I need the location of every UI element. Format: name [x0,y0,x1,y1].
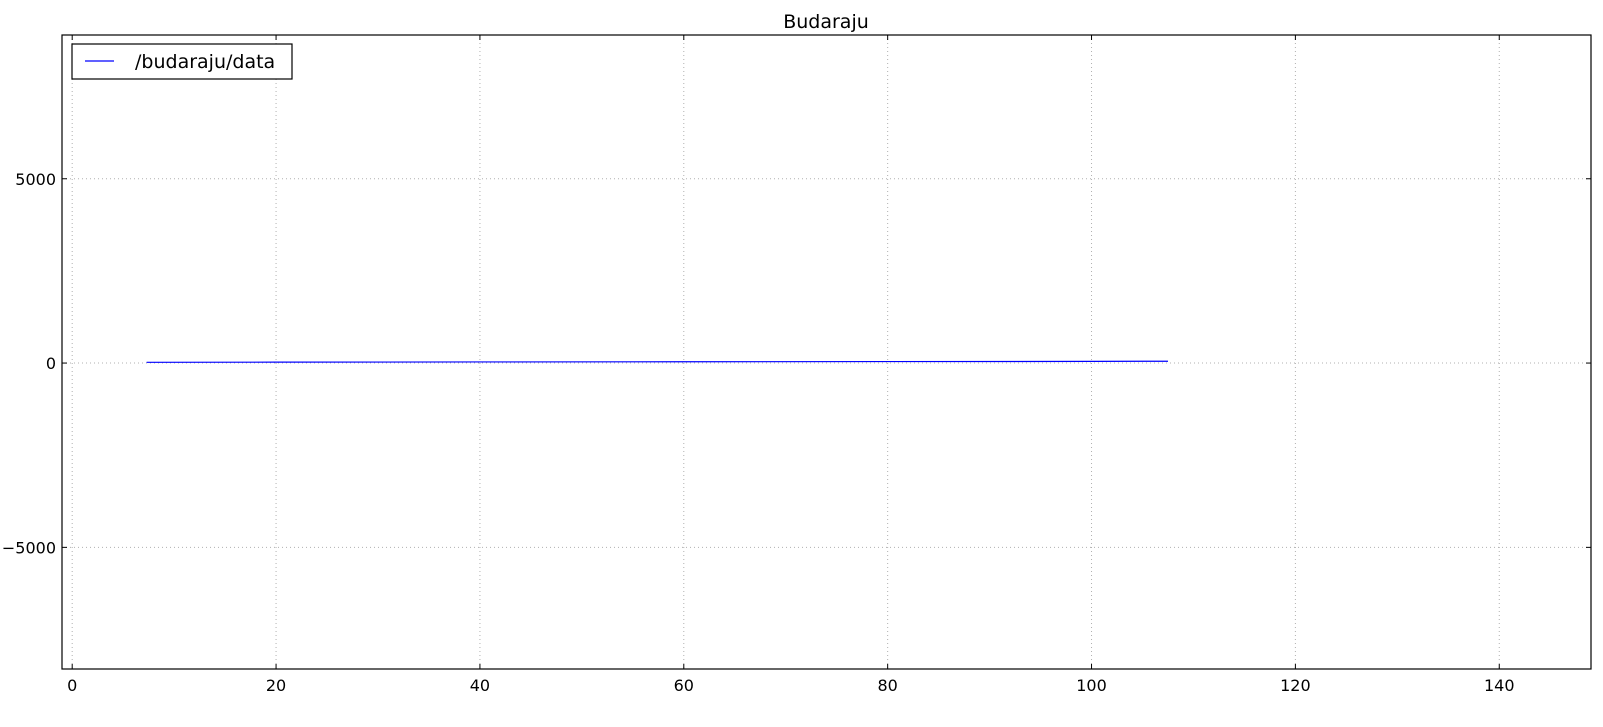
series-line-budaraju-data [146,360,1168,363]
grid-lines [62,35,1591,669]
y-tick-label: 0 [46,354,56,373]
x-tick-label: 20 [266,676,286,695]
chart-title: Budaraju [783,11,869,33]
plot-area-background [62,35,1591,669]
x-tick-label: 0 [67,676,77,695]
legend-label-budaraju-data: /budaraju/data [135,51,275,73]
axis-ticks [62,35,1591,669]
y-tick-label: 5000 [15,170,56,189]
x-tick-label: 100 [1076,676,1107,695]
x-tick-label: 80 [877,676,897,695]
x-tick-label: 40 [470,676,490,695]
x-tick-labels: 0 20 40 60 80 100 120 140 [67,676,1514,695]
x-tick-label: 140 [1484,676,1515,695]
legend: /budaraju/data [71,43,293,80]
series-lines [146,360,1168,363]
x-tick-label: 60 [674,676,694,695]
y-tick-labels: −5000 0 5000 [2,170,56,558]
plot-frame [61,34,1592,670]
y-tick-label: −5000 [2,538,56,557]
x-tick-label: 120 [1280,676,1311,695]
